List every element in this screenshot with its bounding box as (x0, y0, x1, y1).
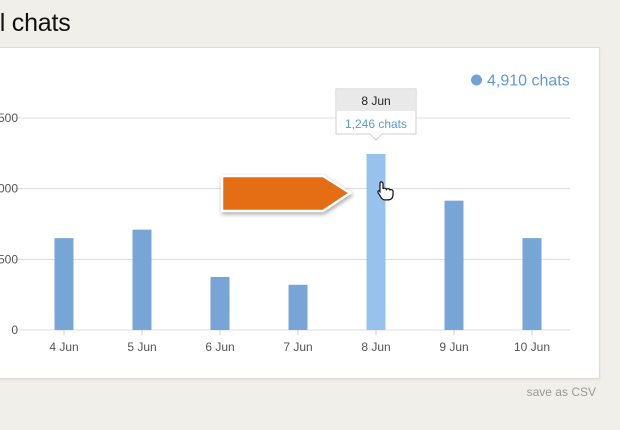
tooltip-header (337, 90, 415, 111)
y-tick-label: 500 (0, 252, 18, 266)
tooltip-value: 1,246 chats (345, 117, 407, 131)
hand-pointer-shape (377, 181, 394, 201)
x-tick-label: 7 Jun (283, 340, 312, 354)
tooltip-date: 8 Jun (361, 94, 390, 108)
y-tick-label: 0 (11, 323, 18, 337)
bar-9-jun[interactable] (444, 200, 464, 330)
callout-arrow-icon (220, 174, 353, 213)
y-tick-label: 1000 (0, 182, 18, 196)
bar-7-jun[interactable] (288, 284, 308, 330)
y-tick-label: 1500 (0, 111, 18, 125)
x-tick-label: 5 Jun (127, 340, 156, 354)
bar-8-jun[interactable] (366, 153, 386, 330)
page-title: al chats (0, 9, 71, 37)
x-tick-label: 4 Jun (49, 340, 78, 354)
bar-6-jun[interactable] (210, 277, 230, 330)
legend-dot (471, 74, 482, 86)
x-tick-label: 8 Jun (361, 340, 390, 354)
save-as-csv-link[interactable]: save as CSV (526, 385, 596, 399)
bar-10-jun[interactable] (522, 238, 542, 330)
hand-pointer-icon (377, 181, 394, 201)
bar-5-jun[interactable] (132, 229, 152, 330)
tooltip: 8 Jun 1,246 chats (335, 88, 417, 141)
x-tick-label: 9 Jun (439, 340, 468, 354)
x-tick-label: 10 Jun (514, 340, 550, 354)
legend-label[interactable]: 4,910 chats (487, 73, 570, 90)
bar-4-jun[interactable] (54, 238, 74, 330)
x-tick-label: 6 Jun (205, 340, 234, 354)
